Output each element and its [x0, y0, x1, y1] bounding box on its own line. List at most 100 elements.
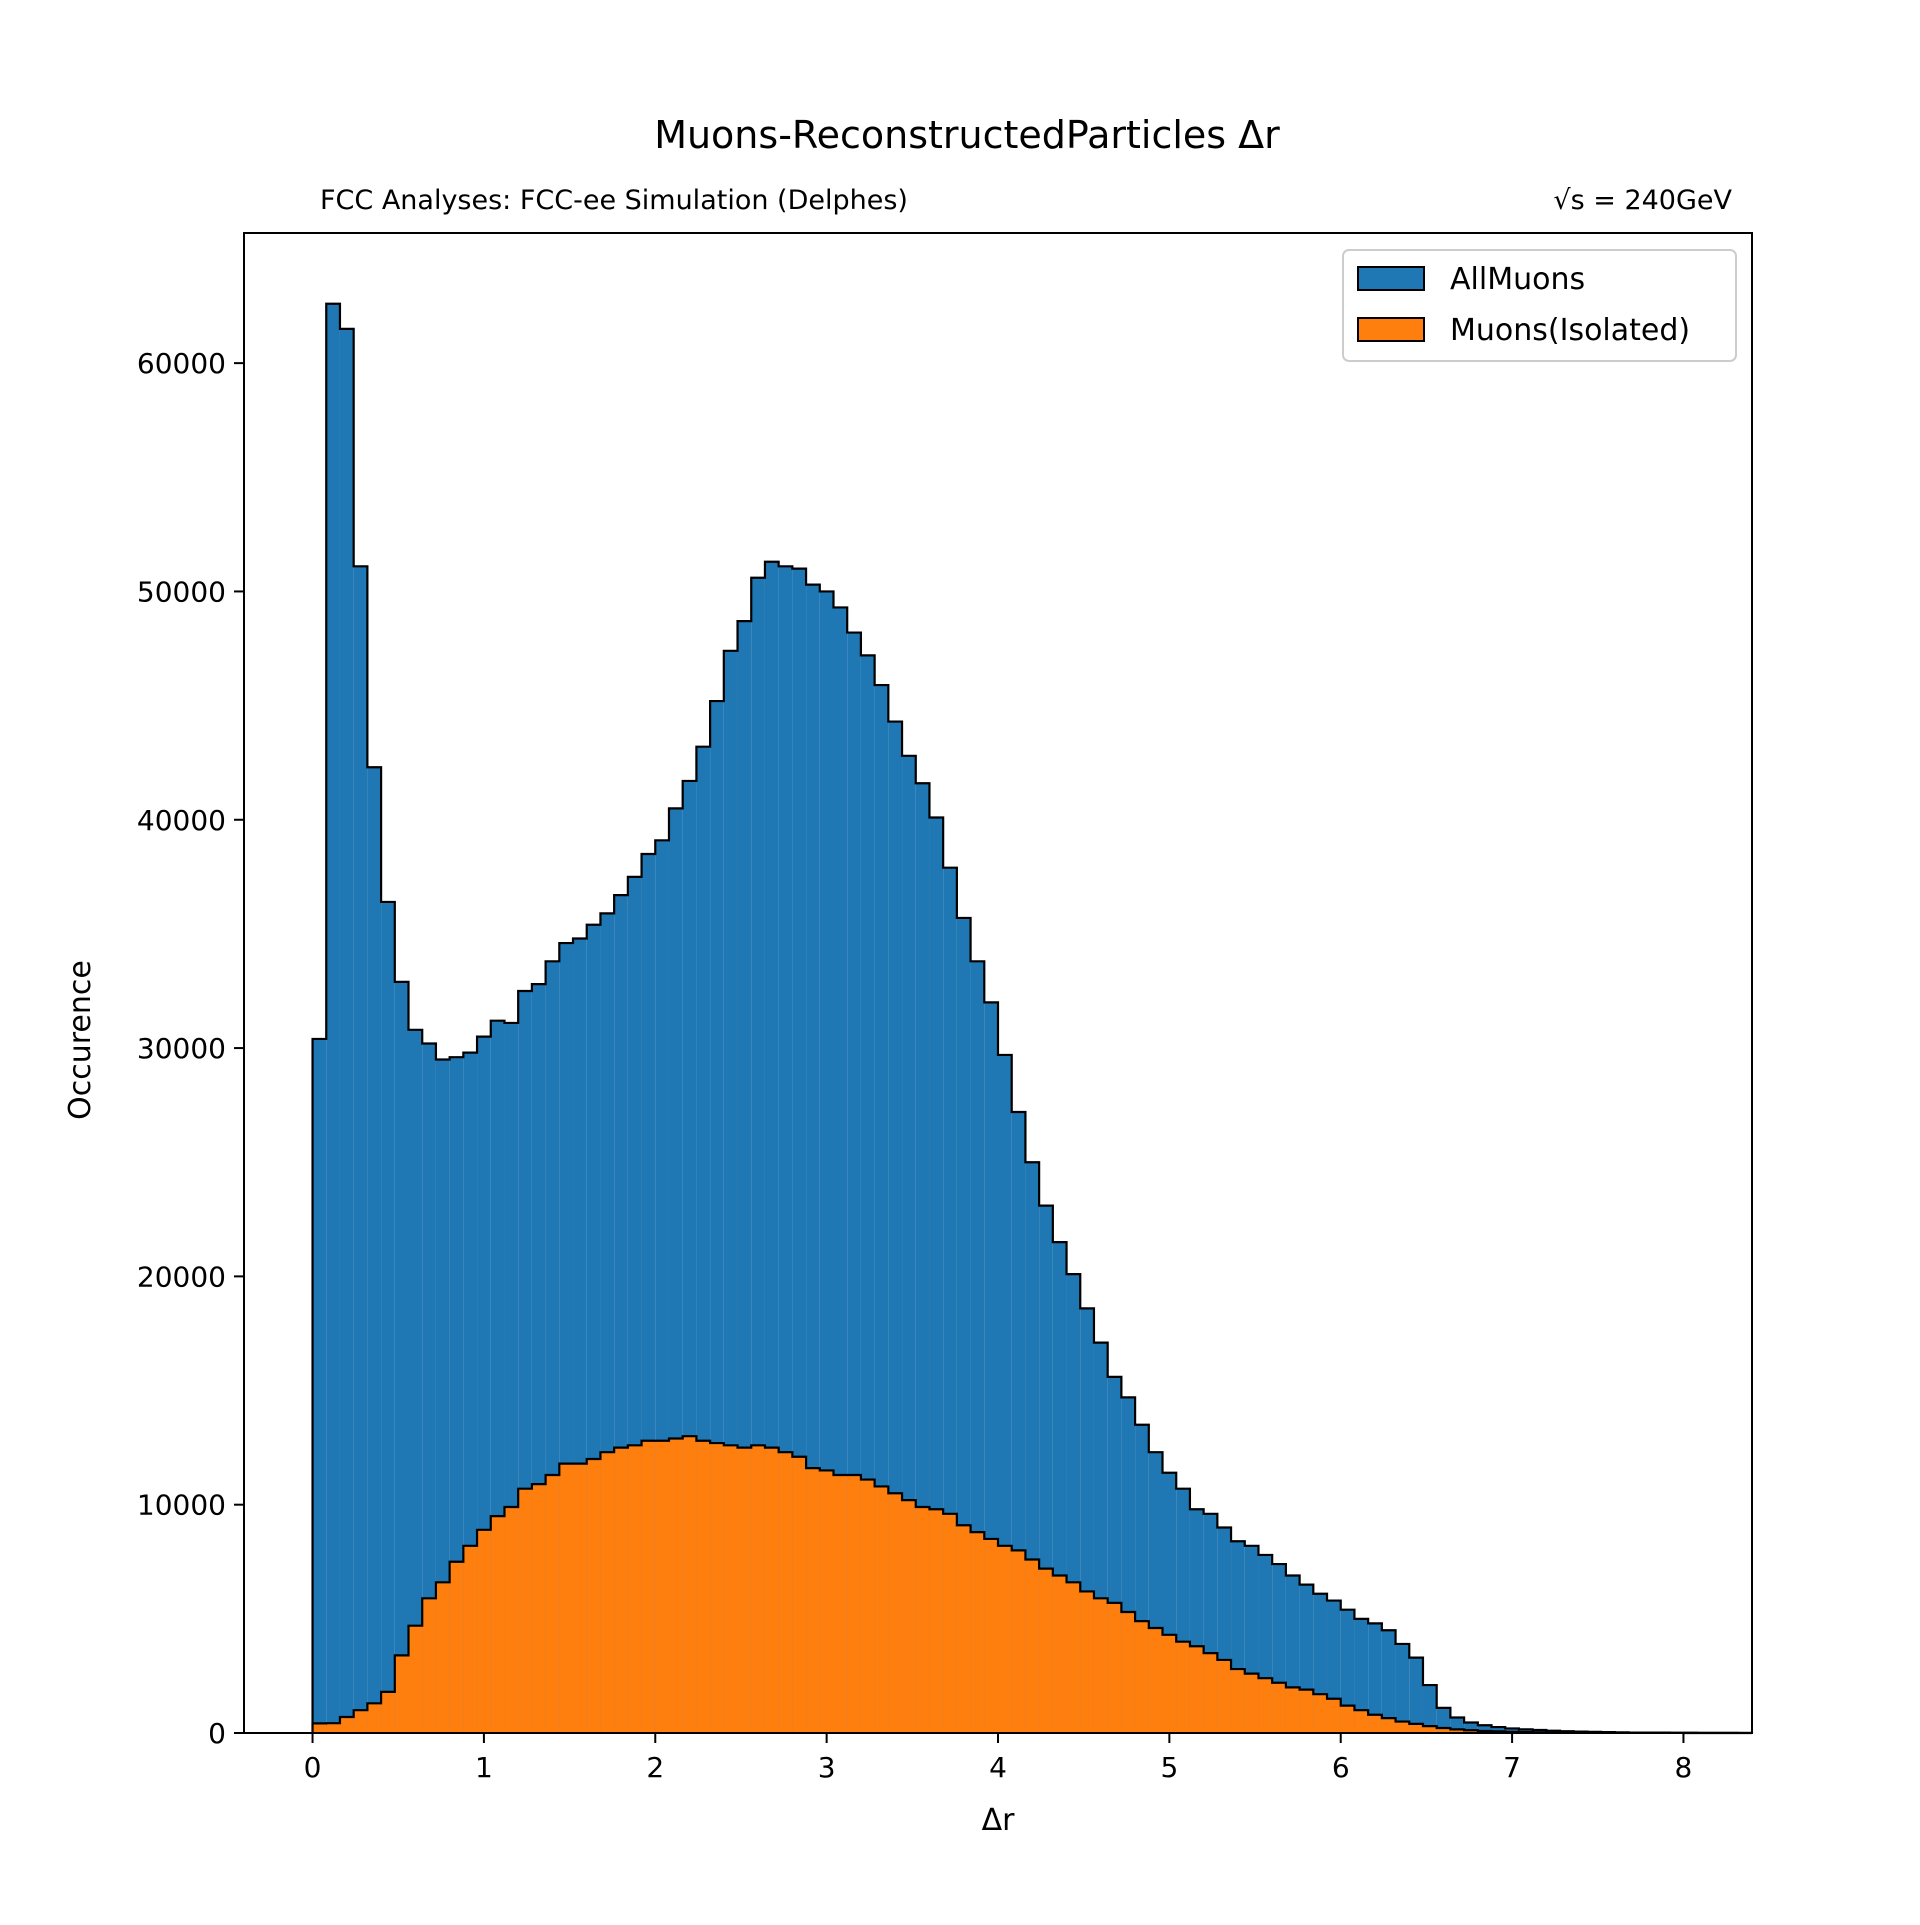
bar	[888, 1493, 902, 1733]
bar	[806, 1468, 820, 1733]
bar	[354, 566, 368, 1733]
bar	[1286, 1687, 1300, 1733]
bar	[1272, 1683, 1286, 1733]
bar	[381, 902, 395, 1733]
bar	[710, 1443, 724, 1733]
bar	[1135, 1621, 1149, 1733]
bar	[1190, 1646, 1204, 1733]
y-tick-label: 50000	[137, 575, 226, 608]
bar	[367, 767, 381, 1733]
bar	[1409, 1658, 1423, 1733]
bar	[998, 1546, 1012, 1733]
bar	[820, 1470, 834, 1733]
bar	[518, 1489, 532, 1733]
y-tick-label: 40000	[137, 804, 226, 837]
bar	[395, 982, 409, 1733]
x-tick-label: 3	[818, 1751, 836, 1784]
x-tick-label: 6	[1332, 1751, 1350, 1784]
bar	[1382, 1718, 1396, 1733]
bar	[532, 1484, 546, 1733]
bar	[395, 1655, 409, 1733]
bar	[477, 1530, 491, 1733]
bar	[422, 1598, 436, 1733]
bar	[1108, 1603, 1122, 1733]
bar	[916, 1507, 930, 1733]
x-tick-label: 7	[1503, 1751, 1521, 1784]
bar	[833, 1475, 847, 1733]
bar	[751, 1445, 765, 1733]
bar	[409, 1626, 423, 1733]
bar	[1053, 1575, 1067, 1733]
bar	[738, 1448, 752, 1733]
bar	[628, 1445, 642, 1733]
bar	[546, 1475, 560, 1733]
bar	[1396, 1644, 1410, 1733]
bar	[381, 1692, 395, 1733]
bar	[1067, 1582, 1081, 1733]
x-tick-label: 8	[1675, 1751, 1693, 1784]
bar	[326, 1723, 340, 1733]
bar	[984, 1539, 998, 1733]
chart-title: Muons-ReconstructedParticles Δr	[654, 113, 1280, 157]
bar	[1149, 1628, 1163, 1733]
legend-label-allmuons: AllMuons	[1450, 262, 1585, 297]
x-tick-label: 1	[475, 1751, 493, 1784]
bar	[1258, 1678, 1272, 1733]
y-axis-label: Occurence	[63, 960, 98, 1120]
bar	[943, 1514, 957, 1733]
bar	[669, 1438, 683, 1733]
bar	[1176, 1642, 1190, 1733]
x-axis-label: Δr	[982, 1803, 1016, 1838]
bar	[1204, 1653, 1218, 1733]
bar	[642, 1441, 656, 1733]
bar	[1327, 1699, 1341, 1733]
bar	[971, 1532, 985, 1733]
bar	[326, 304, 340, 1733]
bar	[875, 1486, 889, 1733]
bar	[313, 1723, 327, 1733]
legend-swatch-allmuons	[1358, 267, 1424, 290]
bar	[367, 1703, 381, 1733]
x-tick-label: 0	[304, 1751, 322, 1784]
chart-subtitle-right: √s = 240GeV	[1553, 185, 1732, 216]
bar	[600, 1452, 614, 1733]
bar	[696, 1441, 710, 1733]
bar	[1094, 1598, 1108, 1733]
bar	[450, 1562, 464, 1733]
bar	[1368, 1715, 1382, 1733]
legend-label-isolated: Muons(Isolated)	[1450, 313, 1690, 348]
bar	[1313, 1694, 1327, 1733]
bar	[559, 1464, 573, 1733]
bar	[957, 1525, 971, 1733]
x-tick-label: 4	[989, 1751, 1007, 1784]
y-tick-label: 10000	[137, 1489, 226, 1522]
bar	[861, 1480, 875, 1733]
bar	[436, 1582, 450, 1733]
y-tick-label: 0	[208, 1717, 226, 1750]
bar	[1300, 1690, 1314, 1733]
bar	[354, 1710, 368, 1733]
bar	[1245, 1674, 1259, 1733]
y-tick-label: 60000	[137, 347, 226, 380]
bar	[1341, 1706, 1355, 1733]
bar	[504, 1507, 518, 1733]
bar	[491, 1516, 505, 1733]
chart-subtitle-left: FCC Analyses: FCC-ee Simulation (Delphes…	[320, 185, 908, 216]
bar	[1231, 1669, 1245, 1733]
legend: AllMuons Muons(Isolated)	[1343, 250, 1736, 361]
bar	[1080, 1591, 1094, 1733]
bar	[792, 1457, 806, 1733]
bar	[340, 1717, 354, 1733]
bar	[929, 1509, 943, 1733]
legend-swatch-isolated	[1358, 318, 1424, 341]
bar	[313, 1039, 327, 1733]
y-tick-label: 30000	[137, 1032, 226, 1065]
bar	[765, 1448, 779, 1733]
bar	[779, 1452, 793, 1733]
x-tick-label: 2	[646, 1751, 664, 1784]
bar	[1121, 1612, 1135, 1733]
bar	[1012, 1550, 1026, 1733]
bar	[587, 1459, 601, 1733]
bar	[1217, 1660, 1231, 1733]
